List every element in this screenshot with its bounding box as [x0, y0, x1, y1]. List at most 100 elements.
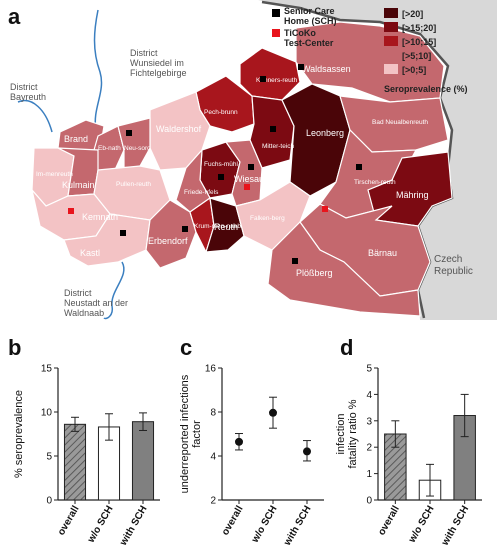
panel-b-letter: b [8, 335, 21, 360]
town-label: Eb-nath [98, 145, 121, 152]
town-label: Krum-men-naab [194, 223, 241, 230]
legend-ticoko-label: Test-Center [284, 38, 334, 48]
town-label: Bärnau [368, 248, 397, 258]
town-label: Pullen-reuth [116, 181, 151, 188]
region-neusorg [117, 117, 151, 171]
point-w-o-sch [269, 408, 277, 417]
region-erbendorf [145, 199, 197, 269]
ticoko-marker [244, 184, 250, 190]
legend-title: Seroprevalence (%) [384, 84, 468, 94]
ticoko-marker [68, 208, 74, 214]
legend-class-swatch [384, 50, 398, 60]
town-label: Wiesau [234, 174, 264, 184]
bar-overall [63, 423, 87, 501]
legend-class-swatch [384, 36, 398, 46]
y-tick-label: 8 [210, 408, 216, 419]
x-tick-label: w/o SCH [85, 504, 115, 545]
district-polygons [31, 21, 453, 317]
x-tick-label: overall [56, 504, 82, 538]
town-label: Kulmain [62, 180, 95, 190]
y-axis-label: factor [191, 420, 203, 448]
legend-classes: [>20] [>15;20] [>10;15] [>5;10] [>0;5] [384, 8, 436, 75]
x-tick-label: overall [376, 504, 402, 538]
y-tick-label: 3 [366, 416, 372, 427]
river-west [17, 99, 53, 133]
town-label: Plößberg [296, 268, 333, 278]
legend-ticoko-swatch [272, 29, 280, 37]
map-legend: Senior Care Home (SCH) TiCoKo Test-Cente… [272, 6, 468, 94]
town-label: Tirschen-reuth [354, 179, 396, 186]
y-tick-label: 1 [366, 469, 372, 480]
district-bayreuth-line: Bayreuth [10, 92, 46, 102]
district-wunsiedel-line: District [130, 48, 158, 58]
czech-republic-area [258, 0, 497, 320]
panel-c-letter: c [180, 335, 192, 360]
town-label: Erbendorf [148, 236, 188, 246]
y-tick-label: 0 [46, 496, 52, 507]
sch-marker [298, 64, 304, 70]
x-tick-label: with SCH [118, 504, 150, 548]
y-tick-label: 5 [366, 364, 372, 375]
y-tick-label: 16 [205, 364, 217, 375]
y-tick-label: 4 [366, 390, 372, 401]
bar-with-sch [131, 421, 155, 501]
region-plossberg [267, 221, 421, 317]
panel-a-letter: a [8, 4, 21, 29]
y-tick-label: 4 [210, 452, 216, 463]
x-tick-label: overall [220, 504, 246, 538]
sch-marker [126, 130, 132, 136]
legend-class-label: [>5;10] [402, 51, 431, 61]
legend-class-label: [>20] [402, 9, 423, 19]
district-neustadt-line: Neustadt an der [64, 298, 128, 308]
town-label: Neu-sorg [124, 145, 151, 152]
town-label: Waldsassen [302, 64, 351, 74]
y-tick-label: 15 [41, 364, 53, 375]
town-label: Kemnath [82, 212, 118, 222]
town-label: Reuth [214, 222, 238, 232]
ticoko-markers [68, 184, 328, 214]
district-bayreuth-line: District [10, 82, 38, 92]
town-label: Brand [64, 134, 88, 144]
district-neustadt-line: Waldnaab [64, 308, 104, 318]
town-label: Falken-berg [250, 215, 285, 222]
legend-class-label: [>15;20] [402, 23, 436, 33]
town-label: Konners-reuth [256, 77, 298, 84]
y-axis-label: fatality ratio % [347, 399, 359, 468]
legend-class-label: [>10;15] [402, 37, 436, 47]
sch-marker [270, 126, 276, 132]
y-tick-label: 5 [46, 452, 52, 463]
sch-marker [248, 164, 254, 170]
point-with-sch [303, 447, 311, 456]
sch-marker [292, 258, 298, 264]
district-wunsiedel-line: Fichtelgebirge [130, 68, 187, 78]
sch-markers [120, 64, 362, 264]
chart-d-ifr: 0 1 2 3 4 5 infection fatality ratio % overall w/… [335, 364, 482, 548]
outer-labels: District Wunsiedel im Fichtelgebirge Dis… [10, 48, 473, 318]
town-label: Leonberg [306, 128, 344, 138]
ticoko-marker [322, 206, 328, 212]
sch-marker [182, 226, 188, 232]
town-label: Waldershof [156, 124, 202, 134]
legend-class-label: [>0;5] [402, 65, 426, 75]
x-tick-label: w/o SCH [249, 504, 279, 545]
chart-b-seroprevalence: 0 5 10 15 % seroprevalence overall w/o SCH with… [13, 364, 160, 548]
sch-marker [120, 230, 126, 236]
town-label: Mähring [396, 190, 429, 200]
y-axis-label: infection [335, 414, 347, 455]
y-tick-label: 10 [41, 408, 53, 419]
town-label: Friede-nfels [184, 189, 219, 196]
town-label: Bad Neualbenreuth [372, 119, 428, 126]
sch-marker [356, 164, 362, 170]
legend-ticoko-label: TiCoKo [284, 28, 316, 38]
legend-class-swatch [384, 22, 398, 32]
district-wunsiedel-line: Wunsiedel im [130, 58, 184, 68]
legend-class-swatch [384, 64, 398, 74]
legend-sch-swatch [272, 9, 280, 17]
chart-c-underreported: 2 4 8 16 underreported infections factor overa… [179, 364, 324, 548]
town-labels: Waldsassen Konners-reuth Pech-brunn Mitt… [36, 64, 429, 278]
town-label: Kastl [80, 248, 100, 258]
river-south [103, 261, 125, 320]
y-axis-label: % seroprevalence [13, 390, 25, 478]
panel-a-map: a [8, 0, 497, 320]
czech-republic-line: Republic [434, 266, 473, 277]
